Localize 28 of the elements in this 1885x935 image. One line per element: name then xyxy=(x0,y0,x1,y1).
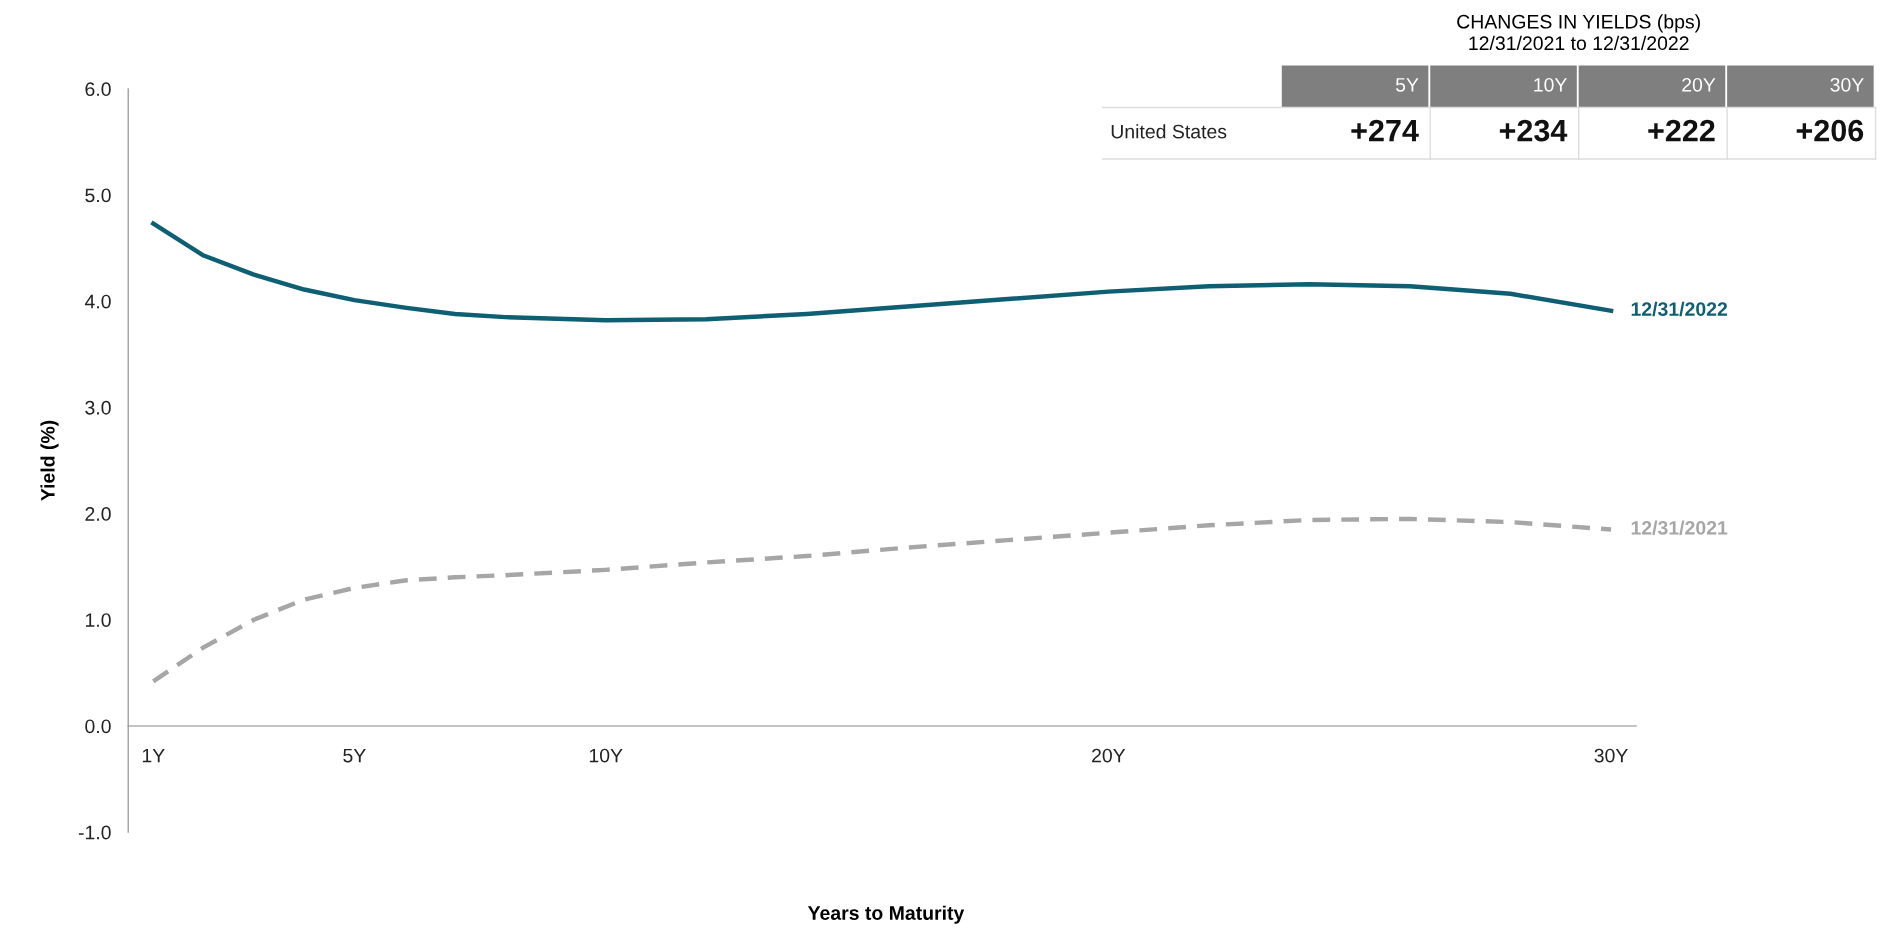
y-tick-label: 3.0 xyxy=(85,400,111,415)
y-tick-label: 0.0 xyxy=(85,719,111,734)
y-tick-label: -1.0 xyxy=(78,825,111,840)
annotation: United States xyxy=(1111,124,1227,139)
text: CHANGES IN YIELDS (bps) xyxy=(1457,14,1700,33)
series-label: 12/31/2021 xyxy=(1631,520,1728,535)
x-tick-label: 30Y xyxy=(1594,748,1628,763)
x-tick-label: 20Y xyxy=(1092,748,1126,763)
annotation: 10Y xyxy=(1534,77,1567,92)
y-tick-label: 1.0 xyxy=(85,613,111,628)
y-axis-title: Yield (%) xyxy=(40,420,59,501)
annotation: 5Y xyxy=(1395,78,1419,92)
text: 12/31/2021 to 12/31/2022 xyxy=(1469,35,1689,51)
x-tick-label: 10Y xyxy=(589,748,623,763)
text: +206 xyxy=(1796,119,1864,142)
text: 30Y xyxy=(1830,77,1864,92)
x-tick-label: 1Y xyxy=(142,748,165,763)
annotation: +234 xyxy=(1499,119,1568,142)
annotation: +274 xyxy=(1351,119,1419,142)
y-tick-label: 5.0 xyxy=(85,188,111,203)
text: +222 xyxy=(1648,119,1715,142)
y-tick-label: 2.0 xyxy=(85,507,111,521)
y-tick-label: 6.0 xyxy=(85,82,111,97)
series-label: 12/31/2022 xyxy=(1631,301,1728,317)
y-tick-label: 4.0 xyxy=(84,294,111,309)
x-tick-label: 5Y xyxy=(343,748,366,763)
text: 20Y xyxy=(1682,77,1716,92)
x-axis-title: Years to Maturity xyxy=(807,905,965,924)
